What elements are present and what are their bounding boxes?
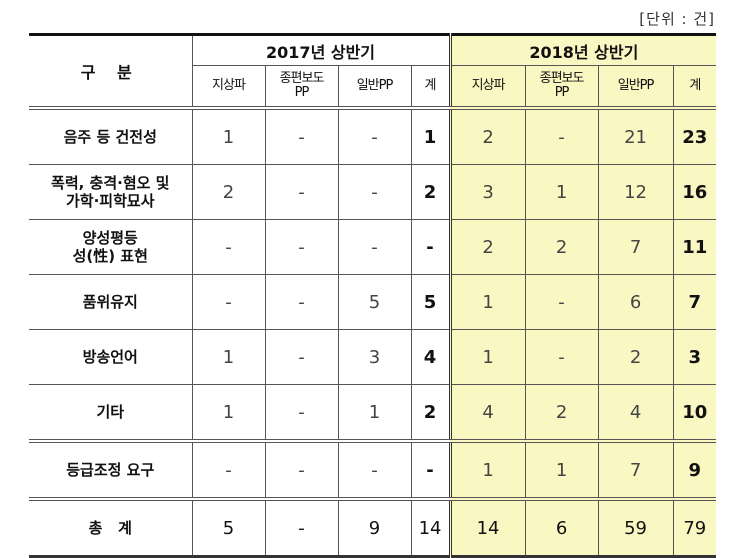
cell: 2	[524, 384, 599, 442]
cell: -	[337, 164, 412, 220]
cell: 4	[597, 384, 674, 442]
col-2018-general-pp: 일반PP	[597, 65, 674, 110]
col-2017-general-news-pp: 종편보도 PP	[264, 65, 339, 110]
col-2018-terrestrial: 지상파	[449, 65, 526, 110]
total-row: 총 계 5 - 9 14 14 6 59 79	[29, 497, 717, 558]
row-label: 등급조정 요구	[29, 439, 193, 500]
statistics-table: 구 분 2017년 상반기 2018년 상반기 지상파 종편보도 PP 일반PP…	[29, 33, 717, 558]
cell-total: 16	[672, 164, 717, 220]
cell: -	[191, 439, 266, 500]
cell: 2	[524, 219, 599, 275]
row-label: 품위유지	[29, 274, 193, 330]
cell: 1	[449, 274, 526, 330]
table-row: 방송언어 1 - 3 4 1 - 2 3	[29, 329, 717, 385]
cell: 3	[337, 329, 412, 385]
col-2018-general-news-pp: 종편보도 PP	[524, 65, 599, 110]
cell-total: 3	[672, 329, 717, 385]
cell-total: 7	[672, 274, 717, 330]
cell: -	[264, 274, 339, 330]
period-2018-header: 2018년 상반기	[449, 33, 717, 66]
cell-total: 5	[410, 274, 452, 330]
cell: 1	[337, 384, 412, 442]
cell: 2	[191, 164, 266, 220]
table-row: 음주 등 건전성 1 - - 1 2 - 21 23	[29, 107, 717, 165]
cell: 6	[597, 274, 674, 330]
cell: -	[264, 107, 339, 165]
cell: -	[337, 439, 412, 500]
cell: 2	[449, 107, 526, 165]
cell-total: 2	[410, 164, 452, 220]
cell-total: 14	[410, 497, 452, 558]
cell: -	[264, 164, 339, 220]
cell: 1	[449, 439, 526, 500]
cell-total: 2	[410, 384, 452, 442]
row-label: 방송언어	[29, 329, 193, 385]
cell-total: 79	[672, 497, 717, 558]
cell: 12	[597, 164, 674, 220]
cell: 1	[191, 329, 266, 385]
cell-total: 9	[672, 439, 717, 500]
cell: 6	[524, 497, 599, 558]
cell: 1	[524, 164, 599, 220]
cell: 1	[191, 107, 266, 165]
cell: -	[524, 329, 599, 385]
col-2018-total: 계	[672, 65, 717, 110]
cell: 14	[449, 497, 526, 558]
header-row-subcolumns: 지상파 종편보도 PP 일반PP 계 지상파 종편보도 PP 일반PP 계	[29, 65, 717, 110]
table-row: 등급조정 요구 - - - - 1 1 7 9	[29, 439, 717, 500]
table-row: 기타 1 - 1 2 4 2 4 10	[29, 384, 717, 442]
cell-total: -	[410, 219, 452, 275]
cell: 4	[449, 384, 526, 442]
category-header: 구 분	[29, 33, 193, 110]
cell: -	[264, 439, 339, 500]
cell: 2	[449, 219, 526, 275]
cell: -	[337, 107, 412, 165]
cell-total: 10	[672, 384, 717, 442]
table-row: 폭력, 충격·혐오 및 가학·피학묘사 2 - - 2 3 1 12 16	[29, 164, 717, 220]
cell: -	[524, 274, 599, 330]
row-label: 기타	[29, 384, 193, 442]
cell: 5	[337, 274, 412, 330]
cell: 5	[191, 497, 266, 558]
col-2017-general-pp: 일반PP	[337, 65, 412, 110]
col-2017-terrestrial: 지상파	[191, 65, 266, 110]
cell-total: 11	[672, 219, 717, 275]
cell-total: 4	[410, 329, 452, 385]
cell: 7	[597, 439, 674, 500]
row-label-total: 총 계	[29, 497, 193, 558]
row-label: 음주 등 건전성	[29, 107, 193, 165]
cell-total: 23	[672, 107, 717, 165]
period-2017-header: 2017년 상반기	[191, 33, 452, 66]
table-row: 품위유지 - - 5 5 1 - 6 7	[29, 274, 717, 330]
row-label: 폭력, 충격·혐오 및 가학·피학묘사	[29, 164, 193, 220]
cell: 21	[597, 107, 674, 165]
header-row-periods: 구 분 2017년 상반기 2018년 상반기	[29, 33, 717, 110]
cell: 9	[337, 497, 412, 558]
cell: 1	[524, 439, 599, 500]
cell-total: 1	[410, 107, 452, 165]
cell: -	[264, 497, 339, 558]
cell: 59	[597, 497, 674, 558]
cell: -	[264, 219, 339, 275]
cell: -	[191, 274, 266, 330]
cell: -	[524, 107, 599, 165]
table-row: 양성평등 성(性) 표현 - - - - 2 2 7 11	[29, 219, 717, 275]
cell: 1	[449, 329, 526, 385]
cell: -	[264, 384, 339, 442]
cell: -	[337, 219, 412, 275]
row-label: 양성평등 성(性) 표현	[29, 219, 193, 275]
cell-total: -	[410, 439, 452, 500]
cell: 2	[597, 329, 674, 385]
cell: -	[191, 219, 266, 275]
cell: 3	[449, 164, 526, 220]
cell: -	[264, 329, 339, 385]
col-2017-total: 계	[410, 65, 452, 110]
cell: 1	[191, 384, 266, 442]
cell: 7	[597, 219, 674, 275]
unit-label: [단위 : 건]	[639, 10, 715, 28]
